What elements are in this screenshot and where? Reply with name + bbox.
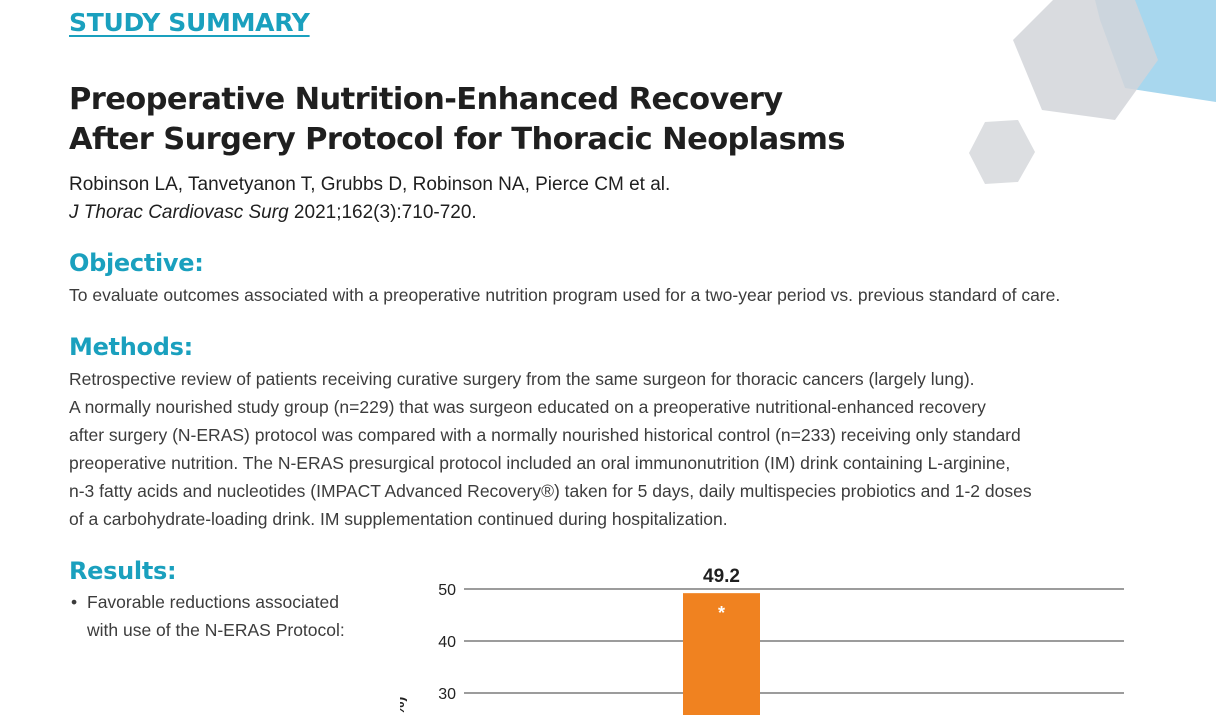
methods-line: Retrospective review of patients receivi…: [69, 369, 975, 389]
hexagon-small-gray: [969, 120, 1035, 184]
results-bullet: • Favorable reductions associated with u…: [69, 588, 345, 644]
bullet-line: Favorable reductions associated: [87, 592, 339, 612]
significance-marker: *: [718, 603, 725, 623]
methods-heading: Methods:: [69, 333, 193, 361]
results-heading: Results:: [69, 557, 177, 585]
methods-line: after surgery (N-ERAS) protocol was comp…: [69, 425, 1021, 445]
title-line: Preoperative Nutrition-Enhanced Recovery: [69, 82, 783, 117]
objective-heading: Objective:: [69, 249, 204, 277]
bullet-dot: •: [71, 592, 78, 612]
journal-name: J Thorac Cardiovasc Surg: [69, 202, 289, 223]
bar-value-label: 49.2: [703, 566, 740, 587]
y-tick-label: 50: [438, 582, 456, 599]
methods-line: n-3 fatty acids and nucleotides (IMPACT …: [69, 481, 1032, 501]
title-line: After Surgery Protocol for Thoracic Neop…: [69, 122, 846, 157]
methods-line: preoperative nutrition. The N-ERAS presu…: [69, 453, 1011, 473]
bullet-line: with use of the N-ERAS Protocol:: [87, 620, 345, 640]
results-bar-chart: 30 40 50 49.2 * %): [400, 566, 1124, 715]
y-tick-label: 30: [438, 686, 456, 703]
bullet-text: Favorable reductions associated with use…: [87, 588, 345, 644]
y-axis-label: %): [400, 697, 408, 715]
objective-text: To evaluate outcomes associated with a p…: [69, 281, 1179, 309]
chart-bars: 49.2 *: [683, 566, 760, 715]
chart-gridlines: 30 40 50: [438, 582, 1124, 703]
journal-citation: J Thorac Cardiovasc Surg 2021;162(3):710…: [69, 199, 670, 227]
citation-details: 2021;162(3):710-720.: [288, 202, 477, 223]
methods-line: A normally nourished study group (n=229)…: [69, 397, 986, 417]
bar: [683, 593, 760, 715]
methods-line: of a carbohydrate-loading drink. IM supp…: [69, 509, 728, 529]
hexagon-light-blue: [1095, 0, 1216, 102]
hexagon-large-gray: [1013, 0, 1158, 120]
methods-text: Retrospective review of patients receivi…: [69, 365, 1179, 533]
y-tick-label: 40: [438, 634, 456, 651]
page-title: Preoperative Nutrition-Enhanced Recovery…: [69, 80, 929, 160]
study-summary-label: STUDY SUMMARY: [69, 8, 310, 37]
objective-line: To evaluate outcomes associated with a p…: [69, 285, 1061, 305]
citation-block: Robinson LA, Tanvetyanon T, Grubbs D, Ro…: [69, 171, 670, 227]
authors: Robinson LA, Tanvetyanon T, Grubbs D, Ro…: [69, 174, 671, 195]
